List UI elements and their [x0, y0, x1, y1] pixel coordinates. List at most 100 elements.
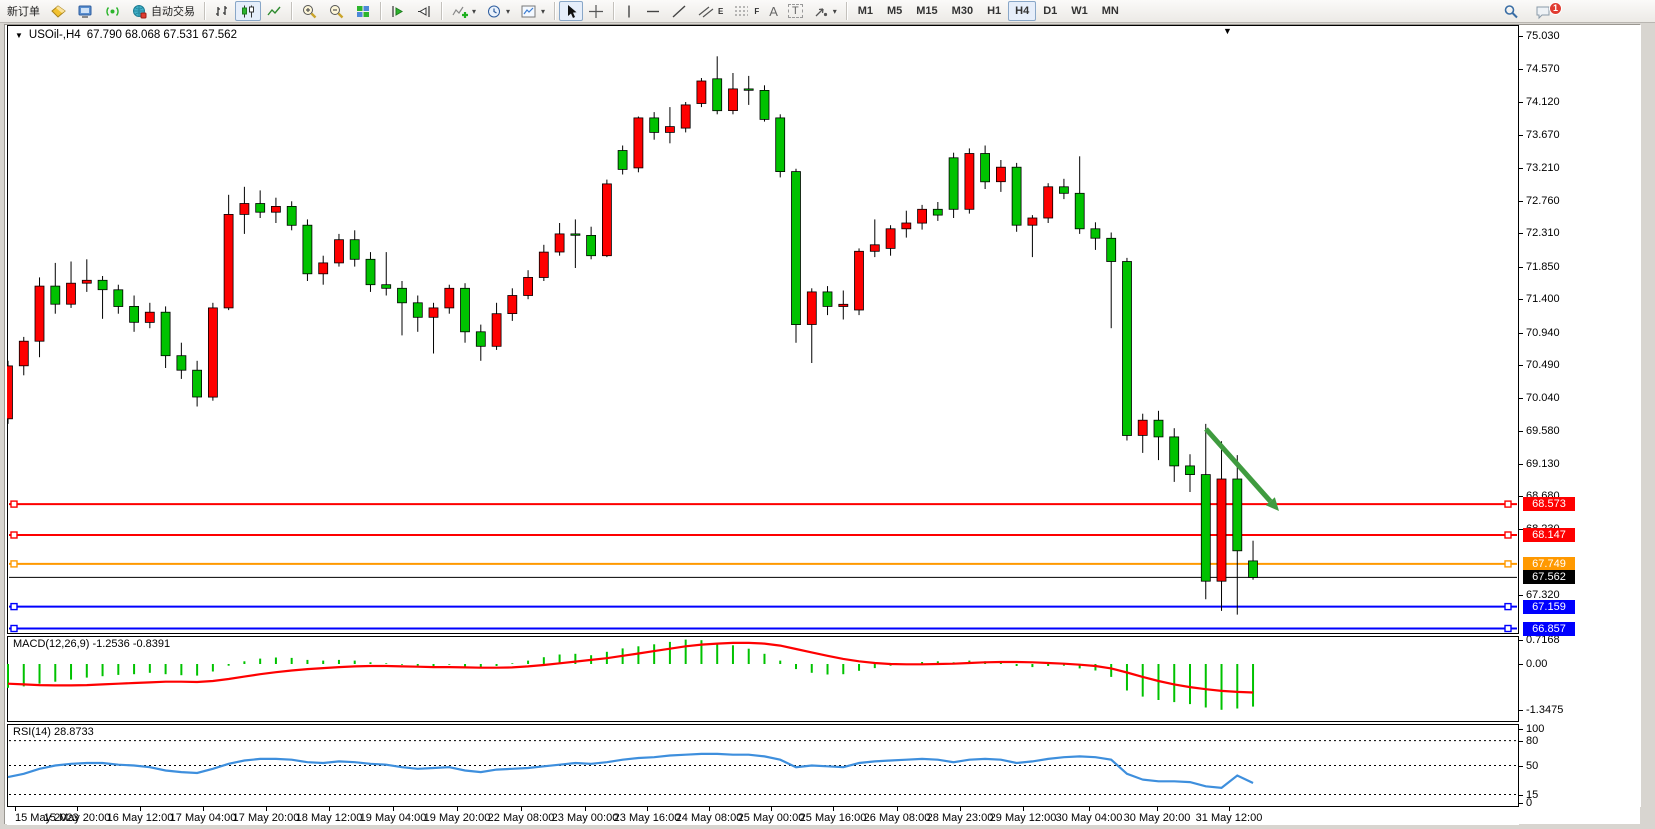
rsi-panel[interactable] — [7, 724, 1519, 807]
fibonacci-tool-button[interactable]: F — [728, 1, 764, 21]
candle — [822, 286, 833, 316]
candle — [239, 186, 250, 234]
chart-shift-marker[interactable]: ▼ — [1223, 26, 1232, 36]
candle — [286, 201, 297, 231]
candle — [223, 194, 234, 311]
notification-badge: 1 — [1549, 1, 1562, 15]
vertical-line-icon — [628, 5, 630, 17]
tab-m1[interactable]: M1 — [851, 1, 880, 21]
fibonacci-icon — [735, 6, 749, 15]
cursor-tool-button[interactable] — [559, 1, 584, 21]
search-button[interactable] — [1498, 2, 1524, 22]
rsi-tick-label: 0 — [1526, 797, 1533, 809]
axis-tick — [1519, 299, 1523, 300]
indicators-button[interactable]: ▾ — [446, 1, 481, 21]
price-level-label: 67.749 — [1523, 557, 1575, 571]
candle — [507, 288, 518, 321]
auto-scroll-icon — [392, 5, 403, 17]
new-order-button[interactable]: 新订单 — [2, 1, 45, 21]
tab-mn[interactable]: MN — [1095, 1, 1126, 21]
bar-chart-button[interactable] — [209, 1, 235, 21]
time-tick-label: 31 May 12:00 — [1195, 812, 1263, 824]
macd-tick-label: -1.3475 — [1526, 704, 1564, 716]
axis-tick — [1519, 135, 1523, 136]
candlestick-chart-button[interactable] — [235, 1, 261, 21]
line-handle[interactable] — [1504, 531, 1512, 539]
candle — [743, 75, 754, 105]
zoom-out-button[interactable] — [323, 1, 350, 21]
line-handle[interactable] — [10, 602, 18, 611]
time-tick — [521, 807, 522, 811]
arrows-tool-button[interactable]: ▾ — [808, 1, 842, 21]
axis-tick — [1519, 803, 1523, 804]
price-tick-label: 69.580 — [1526, 425, 1560, 437]
time-tick-label: 23 May 16:00 — [613, 812, 681, 824]
horizontal-line-tool-button[interactable] — [640, 1, 666, 21]
candle — [97, 276, 108, 319]
time-axis[interactable]: 15 May 2023 15 May 20:00 16 May 12:00 17 Ma… — [7, 807, 1519, 825]
tab-m5[interactable]: M5 — [880, 1, 909, 21]
separator — [380, 2, 381, 20]
zoom-out-icon — [330, 4, 344, 18]
equidistant-channel-tool-button[interactable]: E — [692, 1, 728, 21]
axis-tick — [1519, 729, 1523, 730]
text-tool-button[interactable]: A — [764, 1, 783, 21]
line-handle[interactable] — [1504, 624, 1512, 633]
auto-scroll-button[interactable] — [385, 1, 411, 21]
axis-tick — [1519, 664, 1523, 665]
tab-d1[interactable]: D1 — [1036, 1, 1064, 21]
price-axis[interactable]: 75.030 74.570 74.120 73.670 73.210 72.760 72.3… — [1519, 25, 1641, 809]
tab-h1[interactable]: H1 — [980, 1, 1008, 21]
line-handle[interactable] — [10, 624, 18, 633]
price-level-label: 66.857 — [1523, 622, 1575, 636]
text-label-tool-button[interactable]: T — [783, 1, 808, 21]
tile-windows-button[interactable] — [350, 1, 376, 21]
timeframe-label: M1 — [857, 5, 873, 17]
line-handle[interactable] — [1504, 560, 1512, 568]
line-handle[interactable] — [1504, 500, 1512, 508]
arrow-annotation[interactable] — [1204, 427, 1273, 503]
axis-tick — [1519, 233, 1523, 234]
macd-tick-label: 0.00 — [1526, 658, 1548, 670]
line-handle[interactable] — [10, 500, 18, 508]
line-handle[interactable] — [10, 560, 18, 568]
line-handle[interactable] — [1504, 602, 1512, 611]
candle — [1122, 257, 1132, 441]
chart-canvas[interactable] — [7, 25, 1519, 634]
note-button[interactable] — [45, 1, 72, 21]
zoom-in-button[interactable] — [296, 1, 323, 21]
line-chart-button[interactable] — [261, 1, 287, 21]
signals-button[interactable] — [99, 1, 126, 21]
line-handle[interactable] — [10, 531, 18, 539]
candle — [775, 114, 786, 178]
candle — [728, 73, 738, 115]
time-tick — [709, 807, 710, 811]
time-tick — [1157, 807, 1158, 811]
crosshair-tool-button[interactable] — [583, 1, 609, 21]
candle — [964, 148, 975, 214]
tab-m15[interactable]: M15 — [909, 1, 944, 21]
candle — [192, 360, 203, 407]
vertical-line-tool-button[interactable] — [618, 1, 640, 21]
periods-button[interactable]: ▾ — [481, 1, 515, 21]
chart-shift-button[interactable] — [411, 1, 437, 21]
time-tick — [960, 807, 961, 811]
axis-tick — [1519, 267, 1523, 268]
templates-button[interactable]: ▾ — [515, 1, 550, 21]
trendline-tool-button[interactable] — [666, 1, 692, 21]
clock-icon — [488, 5, 501, 17]
tab-h4[interactable]: H4 — [1008, 1, 1037, 21]
rsi-line — [7, 752, 1254, 790]
time-tick-label: 29 May 12:00 — [989, 812, 1057, 824]
tab-m30[interactable]: M30 — [945, 1, 980, 21]
time-tick — [1089, 807, 1090, 811]
candle — [397, 281, 407, 336]
time-tick-label: 30 May 04:00 — [1055, 812, 1123, 824]
tab-w1[interactable]: W1 — [1064, 1, 1095, 21]
terminal-button[interactable] — [72, 1, 99, 21]
notifications-button[interactable]: 1 — [1530, 1, 1562, 22]
price-tick-label: 74.570 — [1526, 63, 1560, 75]
time-tick-label: 16 May 12:00 — [106, 812, 174, 824]
autotrading-button[interactable]: 自动交易 — [126, 1, 200, 21]
macd-panel[interactable] — [7, 636, 1519, 722]
